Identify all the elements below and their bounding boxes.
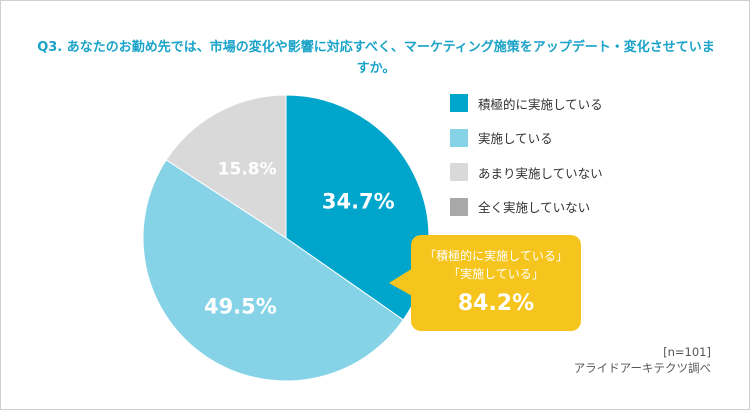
pie-slice (142, 159, 404, 382)
callout-value: 84.2% (457, 291, 535, 316)
legend-swatch (450, 94, 468, 112)
slice-value-label: 49.5% (204, 295, 277, 319)
legend-item: あまり実施していない (450, 163, 603, 181)
slice-value-label: 15.8% (218, 159, 277, 179)
sample-size: [n=101] (663, 345, 711, 359)
combined-total-callout: 「積極的に実施している」 「実施している」 84.2% (411, 235, 581, 331)
source-note: アライドアーキテクツ調べ (573, 361, 711, 375)
legend-label: 全く実施していない (478, 200, 591, 215)
chart-title: Q3. あなたのお勤め先では、市場の変化や影響に対応すべく、マーケティング施策を… (37, 40, 715, 76)
legend-label: 積極的に実施している (478, 96, 603, 112)
chart-footer: [n=101] アライドアーキテクツ調べ (574, 344, 711, 376)
pie-slice (165, 94, 287, 239)
legend-swatch (450, 197, 468, 216)
legend-swatch (450, 163, 468, 181)
legend-swatch (450, 128, 468, 147)
legend-label: あまり実施していない (478, 165, 603, 181)
slice-value-label: 34.7% (322, 189, 395, 213)
legend-item: 積極的に実施している (450, 94, 603, 112)
legend: 積極的に実施している 実施している あまり実施していない 全く実施していない (450, 94, 603, 232)
legend-item: 実施している (450, 128, 603, 147)
callout-line-1: 「積極的に実施している」 (424, 249, 568, 263)
callout-line-2: 「実施している」 (448, 267, 544, 281)
legend-label: 実施している (478, 131, 553, 146)
legend-item: 全く実施していない (450, 197, 603, 216)
